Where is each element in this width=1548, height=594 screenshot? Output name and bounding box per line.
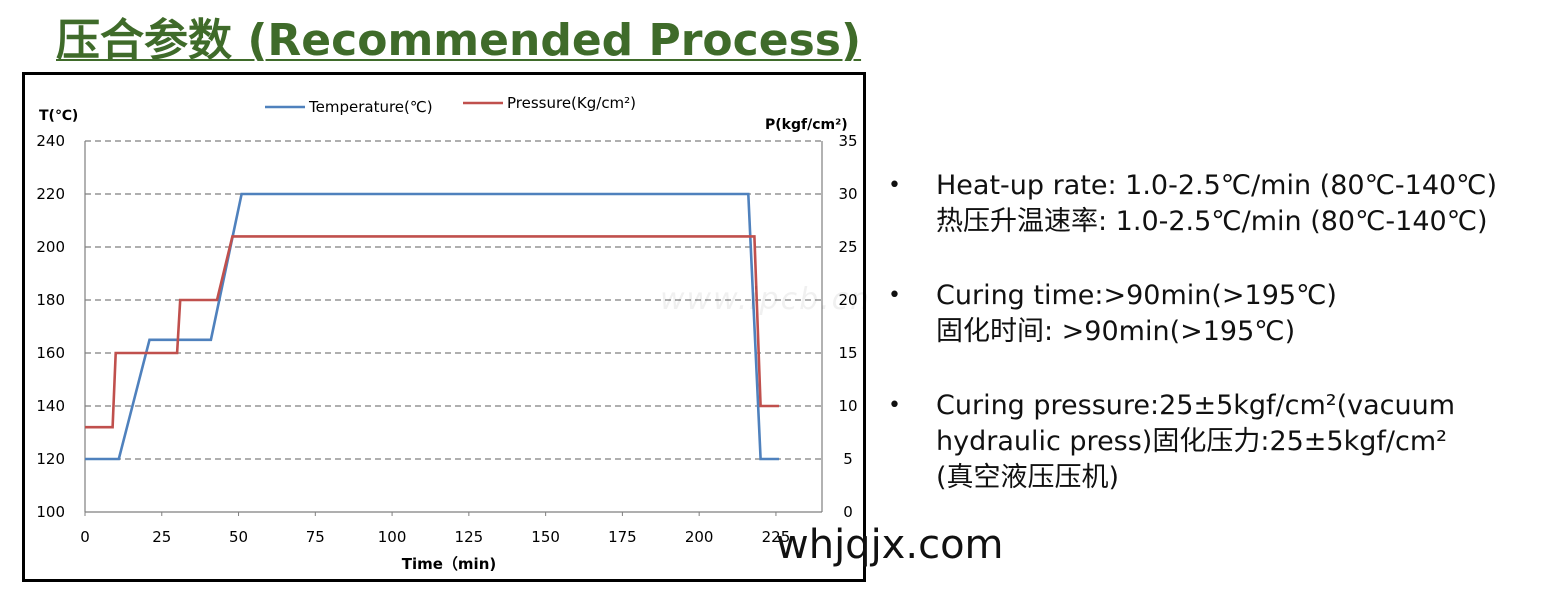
series-line-temperature bbox=[85, 192, 779, 461]
chart-frame: 100 120 140 160 180 200 220 240 0 5 10 15 20 25 30 35 0 2… bbox=[22, 72, 866, 582]
bullet-line: Heat-up rate: 1.0-2.5℃/min (80℃-140℃) bbox=[936, 170, 1498, 201]
legend-label: Temperature(℃) bbox=[308, 98, 433, 116]
y-tick-label-right: 30 bbox=[838, 185, 857, 203]
y-tick-label-left: 160 bbox=[36, 344, 65, 362]
faint-watermark: www.ipcb.cn bbox=[660, 282, 872, 317]
x-tick-label: 25 bbox=[152, 528, 171, 546]
x-tick-label: 125 bbox=[455, 528, 484, 546]
bullet-item: • Curing pressure:25±5kgf/cm²(vacuum hydra… bbox=[888, 388, 1538, 496]
x-axis-label: Time（min) bbox=[402, 555, 496, 573]
legend-label: Pressure(Kg/cm²) bbox=[507, 94, 636, 112]
y-tick-label-left: 180 bbox=[36, 291, 65, 309]
bullet-line: 固化时间: >90min(>195℃) bbox=[936, 316, 1296, 347]
y-tick-label-right: 10 bbox=[838, 397, 857, 415]
y-axis-label-right: P(kgf/cm²) bbox=[765, 117, 848, 133]
y-tick-label-right: 15 bbox=[838, 344, 857, 362]
bullet-item: • Curing time:>90min(>195℃) 固化时间: >90min(>… bbox=[888, 278, 1538, 350]
chart-series bbox=[85, 192, 779, 461]
bullet-item: • Heat-up rate: 1.0-2.5℃/min (80℃-140℃) 热压… bbox=[888, 168, 1538, 240]
bullet-dot: • bbox=[888, 393, 901, 418]
x-tick-label: 150 bbox=[531, 528, 560, 546]
x-tick-label: 100 bbox=[378, 528, 407, 546]
x-tick-label: 0 bbox=[80, 528, 90, 546]
y-tick-label-right: 25 bbox=[838, 238, 857, 256]
y-tick-label-right: 0 bbox=[843, 503, 853, 521]
bullet-dot: • bbox=[888, 173, 901, 198]
bullet-line: (真空液压压机) bbox=[936, 462, 1120, 493]
x-tick-label: 200 bbox=[685, 528, 714, 546]
x-tick-label: 50 bbox=[229, 528, 248, 546]
x-tick-label: 175 bbox=[608, 528, 637, 546]
x-tick-label: 225 bbox=[762, 528, 791, 546]
bullet-list: • Heat-up rate: 1.0-2.5℃/min (80℃-140℃) 热压… bbox=[888, 168, 1538, 534]
y-tick-label-left: 240 bbox=[36, 132, 65, 150]
bullet-text: Curing time:>90min(>195℃) 固化时间: >90min(>1… bbox=[936, 278, 1538, 350]
bullet-dot: • bbox=[888, 283, 901, 308]
y-tick-label-right: 35 bbox=[838, 132, 857, 150]
bullet-line: Curing pressure:25±5kgf/cm²(vacuum bbox=[936, 390, 1456, 421]
bullet-text: Heat-up rate: 1.0-2.5℃/min (80℃-140℃) 热压升… bbox=[936, 168, 1538, 240]
y-tick-label-left: 140 bbox=[36, 397, 65, 415]
y-tick-label-left: 200 bbox=[36, 238, 65, 256]
site-watermark: whjqjx.com bbox=[776, 522, 1004, 568]
y-tick-label-left: 120 bbox=[36, 450, 65, 468]
y-tick-label-left: 100 bbox=[36, 503, 65, 521]
y-axis-label-left: T(℃) bbox=[39, 108, 78, 124]
series-line-pressure bbox=[85, 235, 779, 429]
y-tick-label-right: 20 bbox=[838, 291, 857, 309]
x-tick-label: 75 bbox=[306, 528, 325, 546]
y-tick-label-right: 5 bbox=[843, 450, 853, 468]
bullet-line: Curing time:>90min(>195℃) bbox=[936, 280, 1337, 311]
bullet-line: hydraulic press)固化压力:25±5kgf/cm² bbox=[936, 426, 1447, 457]
y-tick-label-left: 220 bbox=[36, 185, 65, 203]
chart-legend: Temperature(℃) Pressure(Kg/cm²) bbox=[265, 94, 636, 116]
slide-title: 压合参数 (Recommended Process) bbox=[56, 15, 862, 66]
bullet-text: Curing pressure:25±5kgf/cm²(vacuum hydrau… bbox=[936, 388, 1538, 496]
chart-axes: 100 120 140 160 180 200 220 240 0 5 10 15 20 25 30 35 0 2… bbox=[36, 132, 857, 546]
process-chart: 100 120 140 160 180 200 220 240 0 5 10 15 20 25 30 35 0 2… bbox=[36, 94, 857, 573]
bullet-line: 热压升温速率: 1.0-2.5℃/min (80℃-140℃) bbox=[936, 206, 1488, 237]
